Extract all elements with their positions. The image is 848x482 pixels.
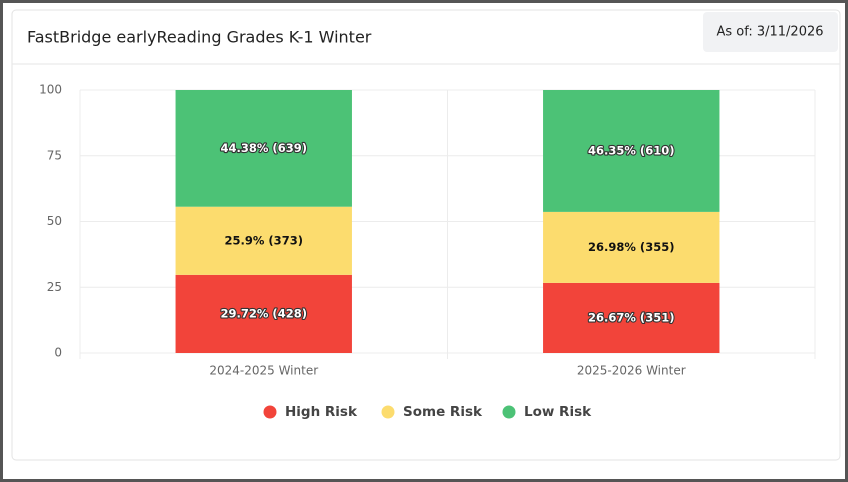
bar-segment — [543, 90, 720, 212]
data-label: 26.67% (351) — [588, 310, 674, 324]
legend-label[interactable]: Some Risk — [403, 404, 483, 420]
bar-segment — [175, 206, 352, 275]
legend-swatch[interactable] — [502, 405, 516, 419]
bar-segment — [175, 274, 352, 353]
as-of-box — [703, 12, 838, 52]
bar-segment — [543, 282, 720, 353]
bar-segment — [175, 90, 352, 207]
y-tick-label: 75 — [47, 148, 62, 162]
chart-title: FastBridge earlyReading Grades K-1 Winte… — [27, 28, 372, 47]
legend-swatch[interactable] — [381, 405, 395, 419]
x-tick-label: 2024-2025 Winter — [209, 364, 318, 378]
data-label: 44.38% (639) — [221, 141, 307, 155]
data-label: 29.72% (428) — [221, 306, 307, 320]
legend-label[interactable]: High Risk — [285, 404, 358, 420]
y-tick-label: 100 — [39, 83, 62, 97]
bar-segment — [543, 211, 720, 283]
data-label: 46.35% (610) — [588, 143, 674, 157]
x-tick-label: 2025-2026 Winter — [577, 364, 686, 378]
data-label: 26.98% (355) — [588, 240, 674, 254]
y-tick-label: 0 — [54, 346, 62, 360]
as-of: As of: 3/11/2026 — [716, 25, 823, 40]
legend-swatch[interactable] — [263, 405, 277, 419]
y-tick-label: 25 — [47, 280, 62, 294]
legend-label[interactable]: Low Risk — [524, 404, 592, 420]
data-label: 25.9% (373) — [225, 233, 303, 247]
y-tick-label: 50 — [47, 214, 62, 228]
